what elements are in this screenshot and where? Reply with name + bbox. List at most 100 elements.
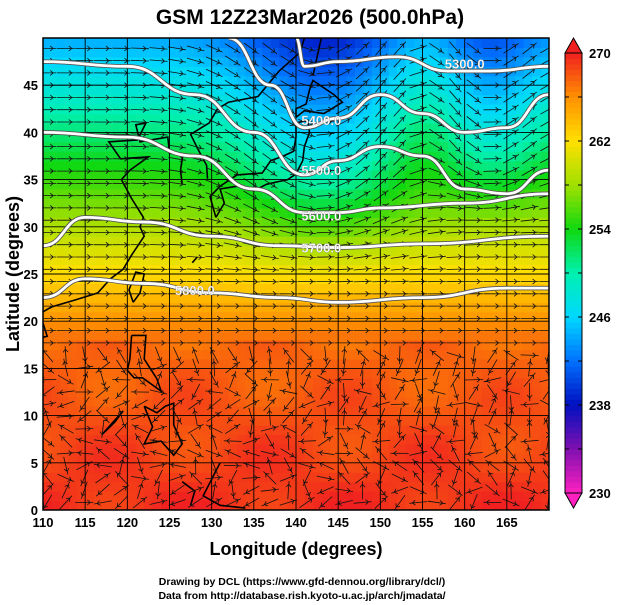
streamline-arrow	[149, 229, 168, 236]
streamline-arrow	[62, 346, 69, 365]
temperature-cell	[161, 226, 171, 237]
temperature-cell	[287, 415, 297, 426]
temperature-cell	[262, 453, 272, 464]
temperature-cell	[422, 56, 432, 67]
temperature-cell	[490, 481, 499, 492]
temperature-cell	[473, 255, 483, 266]
temperature-cell	[388, 368, 398, 379]
temperature-cell	[355, 387, 364, 398]
temperature-cell	[253, 38, 263, 48]
temperature-cell	[203, 255, 213, 266]
temperature-cell	[456, 255, 466, 266]
streamline-arrow	[483, 290, 502, 297]
temperature-cell	[152, 387, 162, 398]
temperature-cell	[110, 368, 120, 379]
streamline-arrow	[93, 168, 112, 174]
temperature-cell	[430, 47, 440, 58]
temperature-cell	[76, 217, 86, 228]
colorbar-segment	[565, 317, 582, 323]
temperature-cell	[237, 311, 246, 322]
streamline-arrow	[242, 474, 261, 481]
temperature-cell	[127, 56, 137, 67]
temperature-cell	[447, 359, 457, 369]
temperature-cell	[93, 500, 103, 510]
temperature-cell	[59, 85, 69, 96]
temperature-cell	[279, 302, 289, 313]
temperature-cell	[355, 330, 364, 341]
streamline-arrow	[483, 180, 502, 186]
temperature-cell	[118, 292, 128, 303]
temperature-cell	[473, 491, 483, 502]
temperature-cell	[321, 75, 331, 86]
temperature-cell	[447, 132, 457, 143]
streamline-arrow	[448, 152, 463, 166]
temperature-cell	[405, 349, 415, 360]
temperature-cell	[405, 396, 415, 407]
temperature-cell	[135, 321, 145, 332]
temperature-cell	[506, 349, 516, 360]
streamline-arrow	[520, 266, 539, 273]
streamline-arrow	[524, 494, 535, 510]
temperature-cell	[498, 406, 508, 417]
colorbar-segment	[565, 476, 582, 483]
temperature-cell	[177, 406, 187, 417]
temperature-cell	[177, 330, 187, 341]
temperature-cell	[186, 340, 196, 351]
temperature-cell	[329, 491, 339, 502]
temperature-cell	[464, 38, 474, 48]
temperature-cell	[346, 38, 356, 48]
temperature-cell	[506, 75, 516, 86]
temperature-cell	[346, 179, 356, 190]
temperature-cell	[51, 170, 61, 181]
temperature-cell	[76, 66, 86, 77]
temperature-cell	[211, 94, 221, 105]
temperature-cell	[228, 170, 238, 181]
streamline-arrow	[133, 373, 147, 387]
streamline-arrow	[521, 166, 538, 176]
temperature-cell	[447, 292, 457, 303]
temperature-cell	[430, 377, 440, 388]
colorbar-segment	[565, 64, 582, 70]
temperature-cell	[506, 340, 516, 351]
temperature-cell	[296, 236, 305, 247]
temperature-cell	[481, 179, 491, 190]
temperature-cell	[464, 462, 474, 473]
temperature-cell	[118, 56, 128, 67]
temperature-cell	[127, 123, 137, 133]
temperature-cell	[245, 47, 255, 58]
contour-label: 5300.0	[445, 56, 485, 71]
streamline-arrow	[446, 192, 465, 200]
streamline-arrow	[483, 303, 502, 309]
streamline-arrow	[262, 42, 278, 55]
temperature-cell	[144, 292, 154, 303]
temperature-cell	[161, 387, 171, 398]
temperature-cell	[270, 123, 280, 133]
temperature-cell	[203, 406, 213, 417]
temperature-cell	[279, 340, 289, 351]
streamline-arrow	[502, 241, 521, 248]
streamline-arrow	[427, 315, 446, 322]
temperature-cell	[152, 302, 162, 313]
temperature-cell	[355, 292, 364, 303]
streamline-arrow	[242, 216, 260, 225]
temperature-cell	[43, 311, 52, 322]
temperature-cell	[161, 85, 171, 96]
temperature-cell	[194, 425, 204, 435]
temperature-cell	[152, 151, 162, 162]
streamline-arrow	[93, 192, 112, 199]
temperature-cell	[490, 47, 499, 58]
temperature-cell	[127, 236, 137, 247]
temperature-cell	[152, 368, 162, 379]
temperature-cell	[532, 368, 542, 379]
temperature-cell	[220, 217, 230, 228]
temperature-cell	[464, 425, 474, 435]
temperature-cell	[515, 340, 525, 351]
temperature-cell	[473, 113, 483, 124]
temperature-cell	[363, 396, 373, 407]
temperature-cell	[523, 113, 533, 124]
temperature-cell	[355, 359, 364, 369]
temperature-cell	[329, 453, 339, 464]
temperature-cell	[102, 47, 111, 58]
temperature-cell	[152, 75, 162, 86]
streamline-arrow	[429, 128, 445, 140]
